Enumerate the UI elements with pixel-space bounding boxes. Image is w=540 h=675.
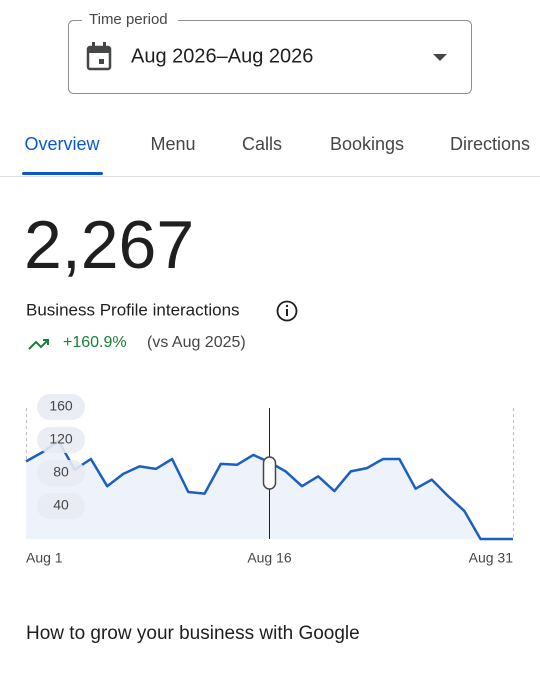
x-tick-label: Aug 1 (26, 550, 63, 566)
section-title: How to grow your business with Google (26, 623, 360, 644)
y-tick-pill (37, 460, 85, 486)
y-tick-label: 40 (53, 497, 69, 513)
tab[interactable]: Menu (150, 134, 195, 154)
tab[interactable]: Calls (242, 134, 282, 154)
trend-icon (28, 339, 49, 350)
y-tick-pill (37, 427, 85, 453)
chart: 40 80 120 160 Aug 1 Aug 16 Aug 31 (25, 394, 514, 566)
tab-bar: Overview Menu Calls Bookings Directions (0, 134, 540, 177)
y-tick-label: 80 (53, 464, 69, 480)
dropdown-arrow (433, 54, 447, 61)
x-tick-label: Aug 31 (469, 550, 514, 566)
time-period-field[interactable]: Time period Aug 2026–Aug 2026 (68, 10, 472, 94)
calendar-icon (86, 42, 112, 71)
y-tick-label: 120 (49, 431, 73, 447)
label-bg (82, 10, 178, 30)
field-label: Time period (89, 11, 168, 28)
tab[interactable]: Bookings (330, 134, 404, 154)
x-tick-label: Aug 16 (247, 550, 292, 566)
y-tick-label: 160 (49, 398, 73, 414)
tab[interactable]: Directions (450, 134, 530, 154)
field-value: Aug 2026–Aug 2026 (131, 45, 313, 67)
divider (0, 176, 540, 177)
tab-indicator (22, 172, 103, 175)
cursor-handle (262, 456, 277, 490)
metric-label: Business Profile interactions (26, 300, 240, 319)
field-border (68, 20, 472, 94)
metric-change: +160.9% (63, 334, 127, 351)
metric-comparison: (vs Aug 2025) (147, 334, 246, 351)
y-tick-pill (37, 394, 85, 420)
metric-value: 2,267 (24, 207, 194, 283)
tab[interactable]: Overview (24, 134, 100, 154)
info-icon[interactable] (276, 300, 298, 322)
y-tick-pill (37, 493, 85, 519)
